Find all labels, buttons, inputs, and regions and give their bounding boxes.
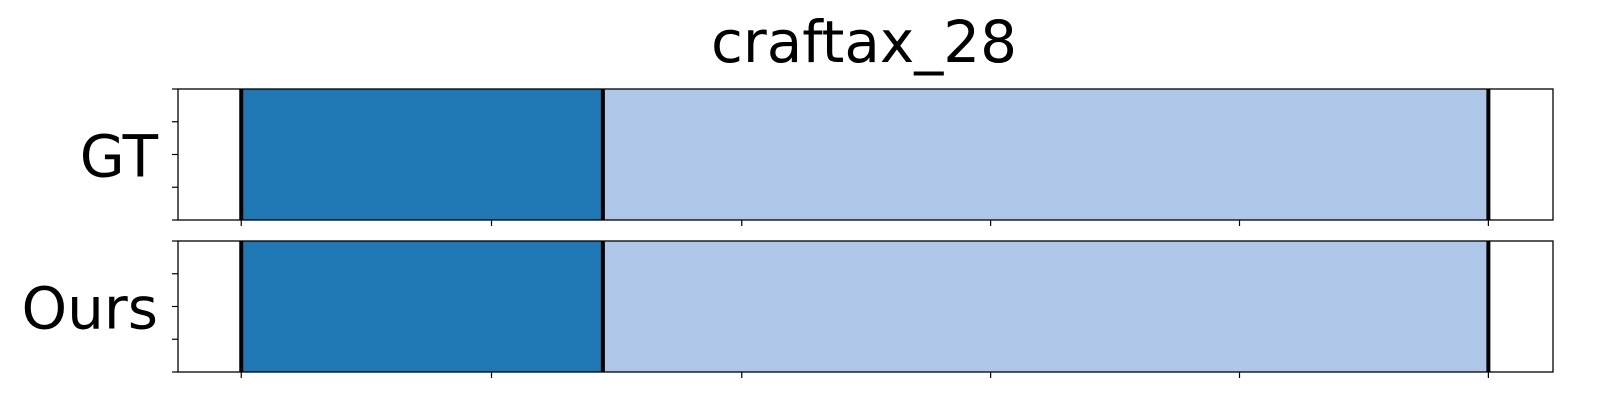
row-label: Ours [22, 275, 158, 343]
row-label: GT [80, 123, 159, 191]
chart-title: craftax_28 [711, 8, 1017, 76]
row-1: Ours [22, 240, 1554, 378]
segment-bar [241, 89, 603, 220]
segment-bar [241, 241, 603, 372]
segment-bar [602, 241, 1489, 372]
segment-bar [602, 89, 1489, 220]
row-0: GT [80, 88, 1554, 226]
